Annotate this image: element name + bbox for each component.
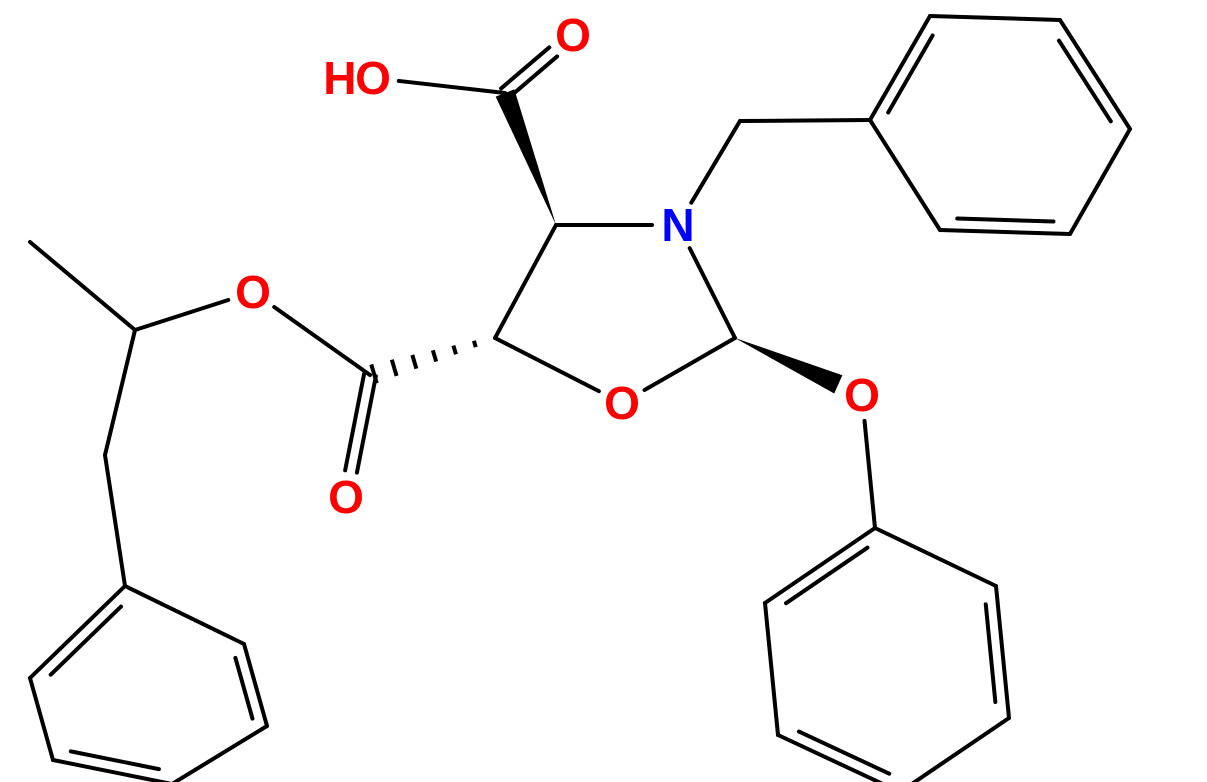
atom-label: O <box>235 266 271 318</box>
atom-label: N <box>661 199 694 251</box>
atom-label: O <box>604 377 640 429</box>
atom-label: O <box>328 471 364 523</box>
atom-label: O <box>844 369 880 421</box>
atom-label: O <box>555 9 591 61</box>
atom-label: OH <box>323 52 391 104</box>
svg-text:OH: OH <box>323 52 391 104</box>
chemical-structure-diagram: N O O OH O O O <box>0 0 1207 782</box>
